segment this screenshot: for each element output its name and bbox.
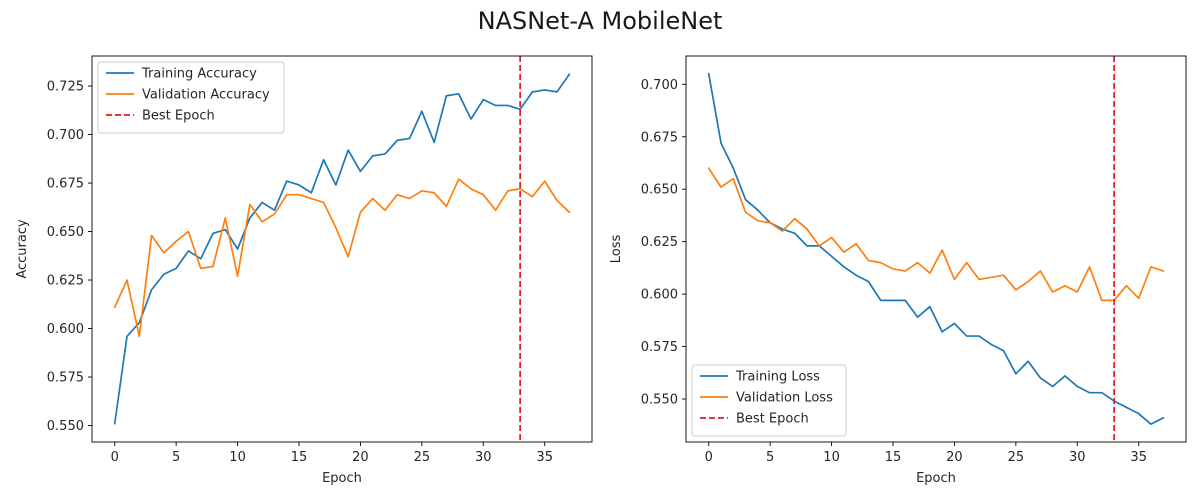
chart1-legend-label-best-epoch: Best Epoch	[736, 412, 809, 427]
chart1-xtick-label: 10	[823, 450, 840, 465]
chart1-xtick-label: 25	[1008, 450, 1025, 465]
chart0-legend: Training Accuracy Validation Accuracy Best…	[97, 61, 285, 134]
chart0-ytick-label: 0.625	[47, 274, 84, 289]
chart0-xtick-label: 25	[414, 450, 431, 465]
chart1-ytick-label: 0.675	[641, 130, 678, 145]
chart0-xtick-label: 35	[536, 450, 553, 465]
chart1-xtick-label: 20	[946, 450, 963, 465]
chart0-xtick-label: 5	[172, 450, 180, 465]
chart1-line-validation-loss	[707, 167, 1165, 302]
chart0-x-axis-label: Epoch	[322, 471, 362, 486]
chart1-xtick-label: 15	[885, 450, 902, 465]
loss-chart: 0 5 10 15 20 25 30 35 0.550 0.575 0.600 0.625 0.650 0…	[609, 55, 1187, 486]
chart1-legend-label-validation-loss: Validation Loss	[736, 391, 833, 406]
chart0-line-training-accuracy	[113, 73, 571, 425]
chart0-ytick-label: 0.575	[47, 371, 84, 386]
chart0-xtick-label: 0	[111, 450, 119, 465]
chart0-legend-label-training-accuracy: Training Accuracy	[141, 67, 257, 82]
chart1-legend-label-training-loss: Training Loss	[735, 370, 820, 385]
chart1-ytick-label: 0.575	[641, 340, 678, 355]
chart1-axes-frame	[685, 55, 1187, 443]
accuracy-chart: 0 5 10 15 20 25 30 35 0.550 0.575 0.600 0.625 0.650 0…	[15, 55, 593, 486]
chart1-ytick-label: 0.625	[641, 235, 678, 250]
chart0-xtick-label: 15	[291, 450, 308, 465]
chart0-ytick-label: 0.650	[47, 225, 84, 240]
chart0-y-axis-label: Accuracy	[15, 219, 30, 279]
chart0-ytick-label: 0.600	[47, 322, 84, 337]
chart1-ytick-label: 0.550	[641, 392, 678, 407]
chart0-line-validation-accuracy	[113, 178, 571, 338]
chart0-xtick-label: 10	[229, 450, 246, 465]
chart1-legend-box	[691, 364, 847, 437]
chart1-xtick-label: 0	[705, 450, 713, 465]
chart1-y-axis-label: Loss	[609, 235, 624, 264]
chart0-legend-box	[97, 61, 285, 134]
chart0-xtick-label: 30	[475, 450, 492, 465]
chart0-xtick-label: 20	[352, 450, 369, 465]
chart1-xtick-label: 30	[1069, 450, 1086, 465]
chart1-xtick-label: 5	[766, 450, 774, 465]
chart0-axes-frame	[91, 55, 593, 443]
figure-title: NASNet-A MobileNet	[478, 7, 723, 35]
chart0-ytick-label: 0.550	[47, 419, 84, 434]
chart1-ytick-label: 0.650	[641, 183, 678, 198]
chart0-ytick-label: 0.700	[47, 128, 84, 143]
chart1-ytick-label: 0.600	[641, 288, 678, 303]
chart0-legend-label-validation-accuracy: Validation Accuracy	[142, 88, 270, 103]
chart0-ytick-label: 0.725	[47, 80, 84, 95]
chart1-ytick-label: 0.700	[641, 78, 678, 93]
chart0-ytick-label: 0.675	[47, 177, 84, 192]
chart0-legend-label-best-epoch: Best Epoch	[142, 109, 215, 124]
chart1-x-axis-label: Epoch	[916, 471, 956, 486]
chart1-legend: Training Loss Validation Loss Best Epoch	[691, 364, 847, 437]
chart1-xtick-label: 35	[1130, 450, 1147, 465]
